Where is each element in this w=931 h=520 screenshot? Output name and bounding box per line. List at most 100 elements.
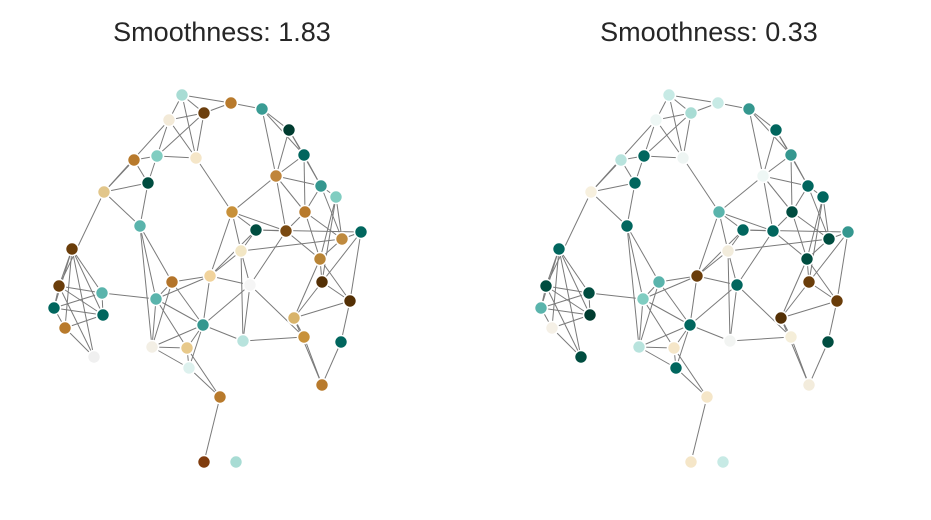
graph-edge	[249, 230, 287, 286]
graph-edge	[689, 284, 738, 326]
graph-edge	[261, 108, 277, 177]
graph-edge	[772, 230, 808, 260]
graph-node	[661, 87, 677, 103]
graph-node	[268, 168, 284, 184]
panel-title-left: Smoothness: 1.83	[113, 17, 331, 47]
graph-edge	[168, 119, 197, 159]
graph-edge	[762, 129, 777, 177]
graph-node	[840, 224, 856, 240]
graph-node	[648, 112, 664, 128]
graph-node	[174, 87, 190, 103]
graph-node	[573, 349, 589, 365]
graph-node	[64, 241, 80, 257]
graph-node	[683, 454, 699, 470]
graph-node	[296, 329, 312, 345]
graph-edge	[275, 175, 306, 213]
graph-node	[784, 204, 800, 220]
graph-edge	[675, 324, 691, 369]
graph-edge	[321, 231, 362, 283]
graph-edge	[275, 175, 322, 187]
graph-edge	[71, 248, 104, 316]
graph-edge	[790, 154, 793, 213]
graph-edge	[673, 347, 708, 398]
graph-edge	[590, 191, 628, 227]
graph-edge	[780, 281, 810, 319]
graph-node	[715, 454, 731, 470]
graph-edge	[139, 225, 157, 300]
graph-edge	[545, 191, 592, 287]
graph-edge	[53, 307, 104, 316]
graph-node	[228, 454, 244, 470]
graph-edge	[231, 175, 277, 213]
graph-node	[544, 320, 560, 336]
graph-node	[735, 222, 751, 238]
graph-edge	[808, 196, 824, 283]
graph-edge	[690, 396, 708, 463]
nodes-right	[533, 87, 856, 470]
graph-node	[132, 218, 148, 234]
graph-edge	[293, 281, 323, 319]
graph-node	[755, 168, 771, 184]
graph-node	[314, 377, 330, 393]
graph-edge	[540, 292, 590, 309]
graph-edge	[293, 258, 321, 319]
graph-edge	[101, 292, 157, 300]
graph-edge	[808, 341, 829, 386]
graph-edge	[638, 324, 691, 348]
graph-edge	[156, 112, 205, 157]
graph-node	[242, 277, 258, 293]
graph-edge	[558, 248, 590, 294]
graph-edge	[642, 298, 675, 349]
graph-node	[333, 334, 349, 350]
graph-node	[683, 105, 699, 121]
graph-node	[711, 204, 727, 220]
graph-node	[188, 150, 204, 166]
graph-node	[254, 101, 270, 117]
graph-edge	[540, 248, 560, 309]
graph-edge	[58, 285, 95, 358]
graph-edge	[590, 182, 636, 193]
graph-node	[581, 285, 597, 301]
graph-node	[281, 122, 297, 138]
graph-edge	[696, 211, 720, 277]
graph-edge	[668, 94, 719, 104]
graph-node	[94, 285, 110, 301]
graph-edge	[240, 250, 244, 342]
graph-edge	[736, 230, 774, 286]
graph-edge	[186, 347, 221, 398]
graph-node	[636, 148, 652, 164]
graph-edge	[319, 196, 337, 260]
graph-node	[195, 317, 211, 333]
graph-edge	[545, 285, 591, 316]
graph-edge	[53, 292, 103, 309]
graph-edge	[791, 211, 808, 260]
graph-edge	[718, 175, 764, 213]
graph-node	[800, 178, 816, 194]
graph-edge	[151, 281, 173, 348]
graph-node	[651, 274, 667, 290]
graph-edge	[275, 129, 290, 177]
graph-edge	[588, 292, 644, 300]
graph-node	[799, 251, 815, 267]
graph-node	[196, 454, 212, 470]
graph-node	[144, 339, 160, 355]
graph-edge	[638, 281, 660, 348]
panel-title-right: Smoothness: 0.33	[600, 17, 818, 47]
graph-node	[741, 101, 757, 117]
graph-node	[668, 360, 684, 376]
graph-edge	[727, 250, 731, 342]
graph-node	[729, 277, 745, 293]
graph-node	[773, 310, 789, 326]
graph-node	[533, 300, 549, 316]
graph-edge	[231, 211, 287, 232]
graph-edge	[727, 238, 830, 252]
graph-node	[179, 340, 195, 356]
graph-edge	[689, 275, 698, 326]
graph-edge	[658, 281, 691, 326]
graph-edge	[349, 231, 362, 302]
graph-edge	[729, 336, 792, 342]
graph-edge	[58, 191, 105, 287]
graph-node	[286, 310, 302, 326]
graph-edge	[780, 258, 808, 319]
